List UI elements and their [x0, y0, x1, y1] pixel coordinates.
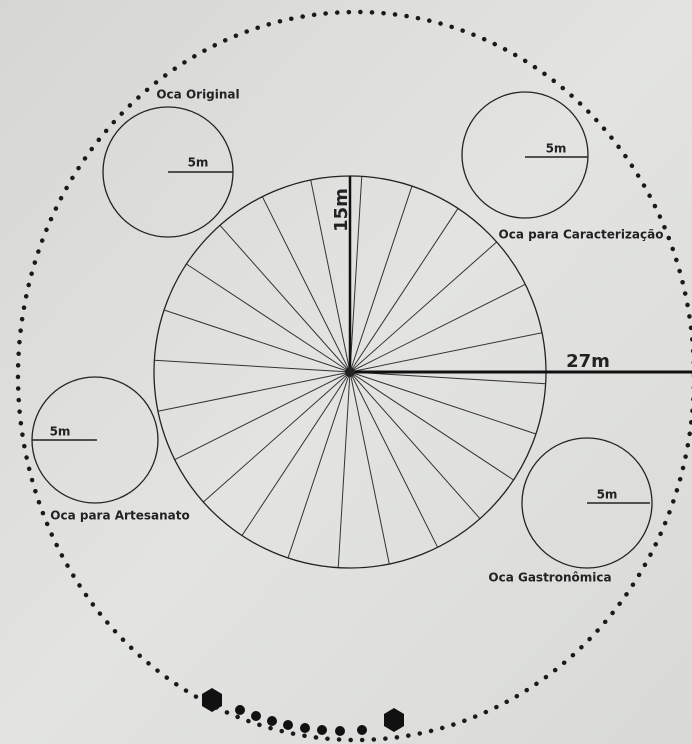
oca-radius-label: 5m: [50, 425, 71, 439]
oca-radius-label: 5m: [188, 156, 209, 170]
oca-label: Oca Original: [156, 88, 239, 102]
oca-radius-label: 5m: [546, 142, 567, 156]
oca-label: Oca para Artesanato: [50, 509, 189, 523]
oca-label: Oca Gastronômica: [488, 571, 611, 585]
diagram: 15m 27m 5m Oca Original 5m Oca para Cara…: [0, 0, 692, 744]
outer-radius-label: 27m: [566, 351, 610, 372]
oca-radius-label: 5m: [597, 488, 618, 502]
center-radius-label: 15m: [331, 188, 352, 232]
center-point: [345, 367, 355, 377]
oca-label: Oca para Caracterização: [499, 228, 664, 242]
page: 15m 27m 5m Oca Original 5m Oca para Cara…: [0, 0, 692, 744]
